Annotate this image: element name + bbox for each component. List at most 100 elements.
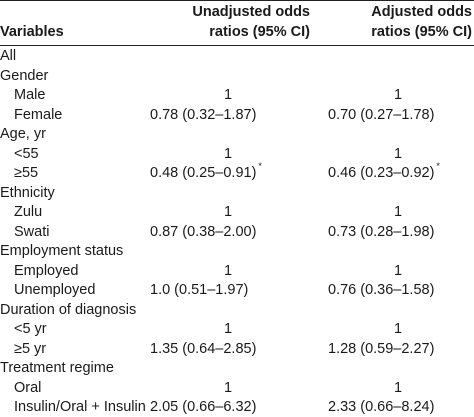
unadjusted-or-cell — [150, 241, 312, 261]
adjusted-or-value: 0.76 (0.36–1.58) — [328, 282, 435, 298]
row-label: Unemployed — [14, 282, 96, 298]
adjusted-or-cell: 2.33 (0.66–8.24) — [328, 397, 474, 417]
unadjusted-or-cell: 0.48 (0.25–0.91) * — [150, 161, 312, 183]
table-row: Ethnicity — [0, 183, 474, 203]
unadjusted-or-value: 0.78 (0.32–1.87) — [150, 106, 257, 123]
table-row: Employment status — [0, 241, 474, 261]
unadjusted-or-value: 1 — [223, 379, 233, 396]
adjusted-or-cell: 1 — [318, 144, 474, 164]
table-row: Female 0.78 (0.32–1.87) 0.70 (0.27–1.78) — [0, 105, 474, 125]
adjusted-or-value: 2.33 (0.66–8.24) — [328, 399, 435, 415]
unadjusted-or-cell — [150, 124, 312, 144]
table-row: ≥55 0.48 (0.25–0.91) * 0.46 (0.23–0.92) * — [0, 161, 474, 183]
unadjusted-or-value: 2.05 (0.66–6.32) — [150, 399, 257, 415]
row-label: Female — [14, 106, 63, 123]
table-row: Insulin/Oral + Insulin 2.05 (0.66–6.32) 2.… — [0, 397, 474, 417]
unadjusted-or-cell: 2.05 (0.66–6.32) — [150, 397, 312, 417]
significance-marker: * — [436, 161, 440, 172]
table-row: <55 1 1 — [0, 144, 474, 164]
header-variables: Variables — [0, 24, 64, 40]
unadjusted-or-cell: 1 — [148, 144, 310, 164]
row-label: ≥5 yr — [14, 340, 47, 357]
adjusted-or-value: 1 — [393, 321, 403, 337]
row-label: Treatment regime — [0, 360, 114, 376]
table-row: Age, yr — [0, 124, 474, 144]
header-rule — [0, 45, 474, 46]
row-label: Oral — [14, 379, 42, 396]
adjusted-or-value: 0.73 (0.28–1.98) — [328, 223, 435, 240]
adjusted-or-value: 1 — [393, 87, 403, 103]
row-label: Zulu — [14, 204, 43, 220]
table-row: <5 yr 1 1 — [0, 319, 474, 339]
adjusted-or-cell — [328, 241, 474, 261]
adjusted-or-value: 1 — [393, 145, 403, 162]
unadjusted-or-cell: 1 — [148, 378, 310, 398]
adjusted-or-cell: 1 — [318, 319, 474, 339]
adjusted-or-cell — [328, 66, 474, 86]
table-row: Oral 1 1 — [0, 378, 474, 398]
table-row: All — [0, 46, 474, 66]
unadjusted-or-value: 1 — [223, 145, 233, 162]
adjusted-or-value: 0.70 (0.27–1.78) — [328, 106, 435, 123]
row-label: Age, yr — [0, 126, 46, 142]
row-label: Duration of diagnosis — [0, 301, 137, 318]
adjusted-or-cell: 0.76 (0.36–1.58) — [328, 280, 474, 300]
row-label: Employment status — [0, 243, 124, 259]
row-label: Insulin/Oral + Insulin — [14, 399, 146, 415]
adjusted-or-cell: 0.73 (0.28–1.98) — [328, 222, 474, 242]
table-row: Treatment regime — [0, 358, 474, 378]
unadjusted-or-value: 1 — [223, 204, 233, 220]
adjusted-or-cell: 1 — [318, 378, 474, 398]
top-rule — [0, 0, 474, 1]
header-adjusted-line1: Adjusted odds — [371, 4, 472, 20]
table-row: Duration of diagnosis — [0, 300, 474, 320]
table-row: Zulu 1 1 — [0, 202, 474, 222]
table-row: Employed 1 1 — [0, 261, 474, 281]
table-row: Swati 0.87 (0.38–2.00) 0.73 (0.28–1.98) — [0, 222, 474, 242]
row-label: ≥55 — [14, 165, 39, 181]
table-row: ≥5 yr 1.35 (0.64–2.85) 1.28 (0.59–2.27) — [0, 339, 474, 359]
unadjusted-or-cell — [150, 358, 312, 378]
unadjusted-or-cell — [150, 46, 312, 66]
row-label: Employed — [14, 262, 79, 279]
table-row: Male 1 1 — [0, 85, 474, 105]
unadjusted-or-cell — [150, 66, 312, 86]
unadjusted-or-cell — [150, 300, 312, 320]
adjusted-or-cell: 0.46 (0.23–0.92) * — [328, 161, 474, 183]
adjusted-or-cell: 1 — [318, 261, 474, 281]
row-label: Gender — [0, 67, 49, 84]
adjusted-or-value: 1 — [393, 204, 403, 220]
table-row: Gender — [0, 66, 474, 86]
adjusted-or-cell: 0.70 (0.27–1.78) — [328, 105, 474, 125]
adjusted-or-cell — [328, 46, 474, 66]
unadjusted-or-cell: 1 — [148, 261, 310, 281]
significance-marker: * — [258, 161, 262, 172]
row-label: <55 — [14, 145, 39, 162]
unadjusted-or-value: 1.0 (0.51–1.97) — [150, 282, 249, 298]
header-unadjusted-line1: Unadjusted odds — [192, 4, 310, 20]
unadjusted-or-cell — [150, 183, 312, 203]
adjusted-or-cell — [328, 300, 474, 320]
row-label: Ethnicity — [0, 184, 55, 201]
row-label: <5 yr — [14, 321, 47, 337]
header-adjusted-line2: ratios (95% CI) — [371, 24, 472, 40]
adjusted-or-cell — [328, 183, 474, 203]
unadjusted-or-value: 0.48 (0.25–0.91) — [150, 165, 257, 181]
unadjusted-or-value: 1 — [223, 87, 233, 103]
adjusted-or-value: 1.28 (0.59–2.27) — [328, 340, 435, 357]
unadjusted-or-cell: 1.0 (0.51–1.97) — [150, 280, 312, 300]
unadjusted-or-cell: 1 — [148, 202, 310, 222]
unadjusted-or-value: 1.35 (0.64–2.85) — [150, 340, 257, 357]
unadjusted-or-value: 1 — [223, 262, 233, 279]
unadjusted-or-value: 0.87 (0.38–2.00) — [150, 223, 257, 240]
adjusted-or-cell — [328, 358, 474, 378]
adjusted-or-cell — [328, 124, 474, 144]
adjusted-or-cell: 1 — [318, 85, 474, 105]
adjusted-or-cell: 1 — [318, 202, 474, 222]
adjusted-or-value: 1 — [393, 379, 403, 396]
row-label: All — [0, 48, 17, 64]
unadjusted-or-cell: 1 — [148, 319, 310, 339]
adjusted-or-cell: 1.28 (0.59–2.27) — [328, 339, 474, 359]
unadjusted-or-value: 1 — [223, 321, 233, 337]
